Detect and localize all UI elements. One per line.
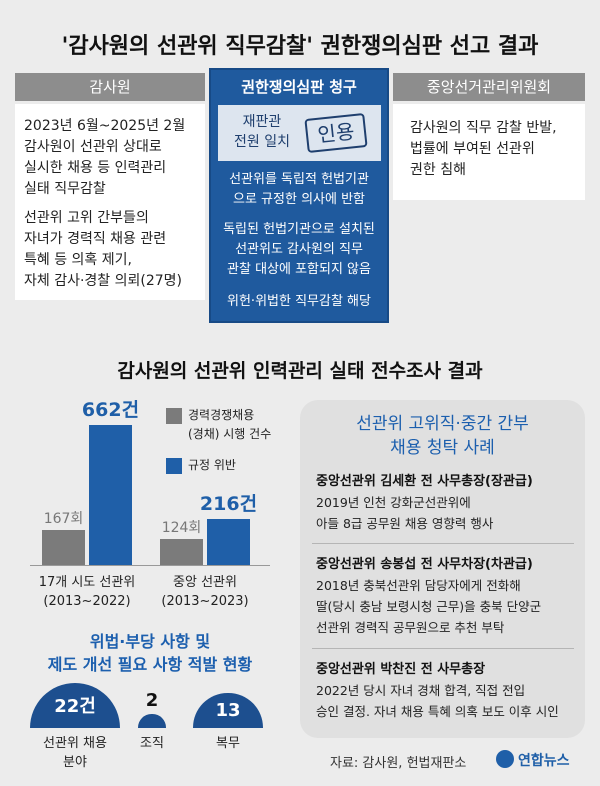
finding-label: 복무 bbox=[216, 736, 240, 751]
case-text: 2019년 인천 강화군선관위에 아들 8급 공무원 채용 영향력 행사 bbox=[316, 495, 494, 531]
bar bbox=[42, 529, 85, 565]
value-label: 167회 bbox=[43, 510, 84, 527]
value-label: 124회 bbox=[161, 519, 202, 536]
case-text: 2018년 충북선관위 담당자에게 전화해 딸(당시 충남 보령시청 근무)을 … bbox=[316, 578, 542, 635]
cases-title: 선관위 고위직·중간 간부 채용 청탁 사례 bbox=[356, 414, 529, 458]
finding-label: 조직 bbox=[140, 736, 164, 751]
finding-label: 선관위 채용 분야 bbox=[43, 736, 107, 770]
finding-value: 22건 bbox=[54, 696, 96, 717]
case-heading: 중앙선관위 송봉섭 전 사무차장(차관급) bbox=[316, 557, 533, 572]
section-title: 감사원의 선관위 인력관리 실태 전수조사 결과 bbox=[117, 360, 483, 382]
findings-title: 위법·부당 사항 및 제도 개선 필요 사항 적발 현황 bbox=[47, 632, 253, 674]
logo: 연합뉴스 bbox=[518, 753, 570, 769]
panel-text: 위헌·위법한 직무감찰 해당 bbox=[227, 294, 371, 309]
cases-panel bbox=[300, 400, 585, 738]
panel-header: 권한쟁의심판 청구 bbox=[241, 78, 357, 96]
finding-value: 13 bbox=[215, 700, 241, 722]
logo-icon bbox=[496, 750, 514, 768]
case-text: 2022년 당시 자녀 경채 합격, 직접 전입 승인 결정. 자녀 채용 특혜… bbox=[316, 683, 559, 719]
value-label: 216건 bbox=[199, 493, 258, 516]
legend-swatch bbox=[166, 458, 182, 474]
semicircle bbox=[138, 714, 166, 728]
title: '감사원의 선관위 직무감찰' 권한쟁의심판 선고 결과 bbox=[61, 34, 539, 59]
verdict-stamp: 인용 bbox=[304, 112, 368, 154]
panel-text: 선관위를 독립적 헌법기관 으로 규정한 의사에 반함 bbox=[229, 172, 369, 207]
verdict-note: 재판관 전원 일치 bbox=[234, 114, 290, 150]
value-label: 662건 bbox=[81, 399, 140, 421]
panel-text: 감사원의 직무 감찰 반발, 법률에 부여된 선관위 권한 침해 bbox=[410, 120, 557, 178]
panel bbox=[15, 104, 205, 300]
case-heading: 중앙선관위 박찬진 전 사무총장 bbox=[316, 662, 486, 677]
panel-text: 선관위 고위 간부들의 자녀가 경력직 채용 관련 특혜 등 의혹 제기, 자체… bbox=[24, 210, 183, 289]
baseline bbox=[30, 565, 270, 566]
separator bbox=[312, 543, 574, 544]
x-tick-label: 17개 시도 선관위 (2013~2022) bbox=[38, 575, 136, 609]
bar bbox=[207, 519, 250, 565]
verdict-box bbox=[218, 105, 381, 161]
panel bbox=[393, 104, 585, 200]
panel-header: 중앙선거관리위원회 bbox=[393, 73, 585, 101]
legend-label: 규정 위반 bbox=[188, 458, 236, 472]
legend-swatch bbox=[166, 408, 182, 424]
case-heading: 중앙선관위 김세환 전 사무총장(장관급) bbox=[316, 474, 533, 489]
legend-label: 경력경쟁채용 (경채) 시행 건수 bbox=[188, 408, 272, 441]
panel-text: 2023년 6월~2025년 2월 감사원이 선관위 상대로 실시한 채용 등 … bbox=[24, 118, 186, 197]
finding-value: 2 bbox=[145, 690, 159, 712]
source: 자료: 감사원, 헌법재판소 bbox=[330, 756, 467, 771]
panel-text: 독립된 헌법기관으로 설치된 선관위도 감사원의 직무 관찰 대상에 포함되지 … bbox=[223, 222, 375, 277]
bar bbox=[160, 538, 203, 565]
x-tick-label: 중앙 선관위 (2013~2023) bbox=[161, 575, 249, 609]
panel-header: 감사원 bbox=[15, 73, 205, 101]
separator bbox=[312, 648, 574, 649]
bar bbox=[89, 425, 132, 565]
